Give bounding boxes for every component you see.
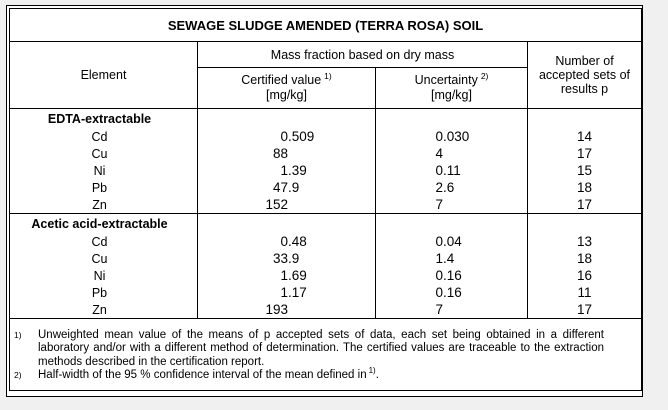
certified-value-label: Certified value (241, 73, 322, 87)
table-row: Ni 1.39 0.11 15 (9, 162, 643, 179)
footnote-2-text: Half-width of the 95 % confidence interv… (38, 366, 379, 381)
header-row-group: Element Mass fraction based on dry mass … (9, 41, 643, 109)
uncertainty-unit: [mg/kg] (431, 88, 472, 102)
table-row: Ni 1.69 0.16 16 (9, 267, 643, 284)
certified-value-cell (197, 213, 376, 233)
uncertainty-cell: 4 (375, 145, 528, 162)
accepted-sets-cell: 14 (526, 128, 643, 145)
section-name: Acetic acid-extractable (9, 213, 198, 233)
column-header-uncertainty: Uncertainty 2) [mg/kg] (375, 67, 528, 109)
footnote-2: 2) Half-width of the 95 % confidence int… (14, 366, 635, 383)
table-row: Pb 47.9 2.6 18 (9, 179, 643, 196)
table-row: Cu 88 4 17 (9, 145, 643, 162)
element-cell: Pb (9, 284, 198, 301)
header-row-sub: Certified value 1) [mg/kg] Uncertainty 2) … (10, 67, 642, 109)
certified-value-cell: 1.69 (197, 267, 376, 284)
table-row: Cu 33.9 1.4 18 (9, 250, 643, 267)
certified-value-cell: 152 (197, 196, 376, 214)
element-cell: Cd (9, 233, 198, 250)
accepted-sets-cell: 15 (526, 162, 643, 179)
table-row: Cd 0.509 0.030 14 (9, 128, 643, 145)
certified-value-cell: 33.9 (197, 250, 376, 267)
accepted-sets-cell: 13 (526, 233, 643, 250)
certified-value-cell (197, 108, 376, 128)
certified-value-footnote-ref: 1) (324, 70, 332, 81)
certified-value-cell: 47.9 (197, 179, 376, 196)
accepted-sets-cell: 18 (526, 250, 643, 267)
uncertainty-cell: 7 (375, 301, 528, 319)
certificate-table: SEWAGE SLUDGE AMENDED (TERRA ROSA) SOIL … (8, 8, 643, 391)
uncertainty-cell: 0.11 (375, 162, 528, 179)
uncertainty-cell: 0.030 (375, 128, 528, 145)
uncertainty-cell: 1.4 (375, 250, 528, 267)
accepted-sets-cell (526, 108, 643, 128)
uncertainty-cell: 0.16 (375, 284, 528, 301)
certified-value-cell: 1.17 (197, 284, 376, 301)
uncertainty-cell: 2.6 (375, 179, 528, 196)
element-cell: Cd (9, 128, 198, 145)
column-header-certified-value: Certified value 1) [mg/kg] (197, 67, 376, 109)
uncertainty-cell (375, 108, 528, 128)
uncertainty-cell: 0.16 (375, 267, 528, 284)
element-cell: Pb (9, 179, 198, 196)
accepted-sets-cell: 17 (526, 145, 643, 162)
table-row: Zn 193 7 17 (9, 301, 643, 319)
accepted-sets-cell: 16 (526, 267, 643, 284)
footnote-2-marker: 2) (14, 370, 22, 380)
column-header-element: Element (9, 41, 198, 109)
uncertainty-cell: 7 (375, 196, 528, 214)
section-header-row: EDTA-extractable (9, 108, 643, 128)
accepted-sets-cell: 17 (526, 301, 643, 319)
footnote-1-marker: 1) (14, 329, 22, 340)
column-header-accepted-sets: Number of accepted sets of results p (526, 41, 643, 109)
footnote-1-text: Unweighted mean value of the means of p … (38, 328, 604, 368)
table-title: SEWAGE SLUDGE AMENDED (TERRA ROSA) SOIL (8, 8, 643, 42)
table-section-1: EDTA-extractable Cd 0.509 0.030 14 Cu 88 4 17 Ni 1… (9, 108, 643, 214)
column-group-header-mass-fraction: Mass fraction based on dry mass (197, 41, 528, 68)
section-header-row: Acetic acid-extractable (9, 213, 643, 233)
element-cell: Ni (9, 162, 198, 179)
section-name: EDTA-extractable (9, 108, 198, 128)
element-cell: Cu (9, 250, 198, 267)
footnote-2-inline-ref: 1) (368, 366, 376, 376)
table-row: Zn 152 7 17 (9, 196, 643, 214)
accepted-sets-cell (526, 213, 643, 233)
certified-value-cell: 0.509 (197, 128, 376, 145)
certified-value-cell: 88 (197, 145, 376, 162)
table-row: Cd 0.48 0.04 13 (9, 233, 643, 250)
footnotes-row: 1) Unweighted mean value of the means of… (8, 318, 643, 391)
uncertainty-label: Uncertainty (414, 73, 478, 87)
certified-value-unit: [mg/kg] (266, 88, 307, 102)
element-cell: Zn (9, 196, 198, 214)
table-row: Pb 1.17 0.16 11 (9, 284, 643, 301)
footnote-1: 1) Unweighted mean value of the means of… (14, 329, 635, 370)
certified-value-cell: 193 (197, 301, 376, 319)
footnotes-cell: 1) Unweighted mean value of the means of… (8, 318, 643, 391)
uncertainty-footnote-ref: 2) (480, 70, 489, 81)
accepted-sets-cell: 17 (526, 196, 643, 214)
element-cell: Zn (9, 301, 198, 319)
certified-value-cell: 1.39 (197, 162, 376, 179)
uncertainty-cell: 0.04 (375, 233, 528, 250)
accepted-sets-cell: 11 (526, 284, 643, 301)
document-frame: SEWAGE SLUDGE AMENDED (TERRA ROSA) SOIL … (6, 5, 643, 397)
element-cell: Ni (9, 267, 198, 284)
accepted-sets-cell: 18 (526, 179, 643, 196)
table-footnotes-block: 1) Unweighted mean value of the means of… (8, 318, 643, 391)
certified-value-cell: 0.48 (197, 233, 376, 250)
table-section-2: Acetic acid-extractable Cd 0.48 0.04 13 Cu 33.… (9, 213, 643, 319)
table-header-block: SEWAGE SLUDGE AMENDED (TERRA ROSA) SOIL … (8, 8, 643, 109)
uncertainty-cell (375, 213, 528, 233)
element-cell: Cu (9, 145, 198, 162)
title-row: SEWAGE SLUDGE AMENDED (TERRA ROSA) SOIL (8, 8, 643, 42)
